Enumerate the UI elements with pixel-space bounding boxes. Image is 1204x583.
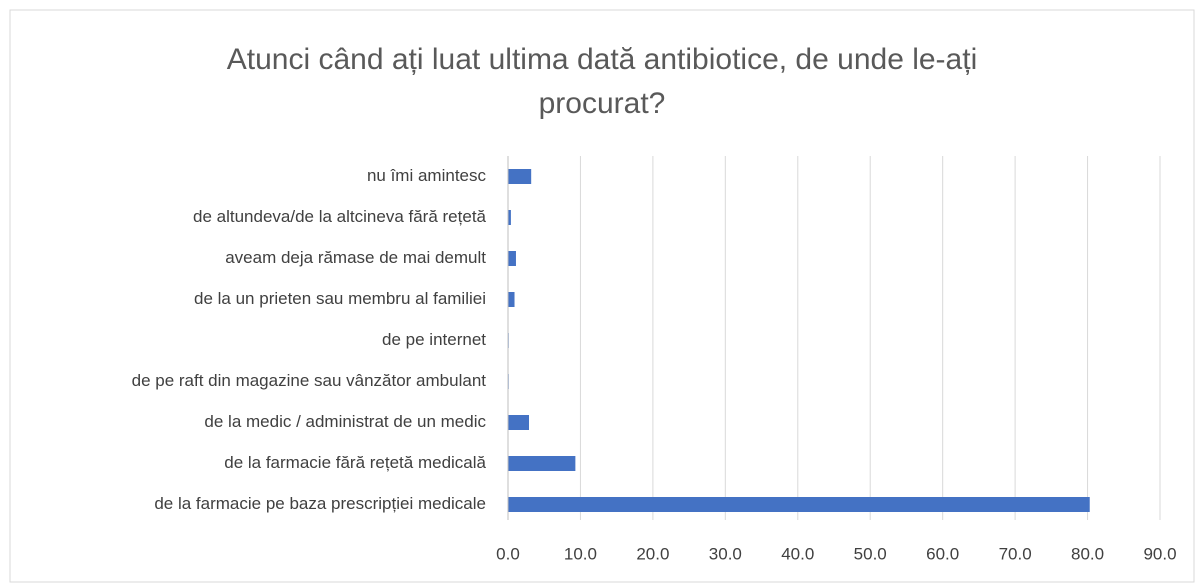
x-tick-label: 0.0 [496,544,520,563]
y-tick-label: de la farmacie fără rețetă medicală [224,453,486,472]
x-tick-label: 90.0 [1143,544,1176,563]
bar [508,415,530,430]
y-tick-label: de la farmacie pe baza prescripției medi… [154,494,486,513]
bar [508,169,532,184]
chart-frame [9,9,1195,583]
y-tick-label: de altundeva/de la altcineva fără rețetă [193,207,487,226]
x-tick-label: 70.0 [999,544,1032,563]
x-tick-label: 80.0 [1071,544,1104,563]
chart-title: Atunci când ați luat ultima dată antibio… [226,43,978,120]
y-tick-label: de pe raft din magazine sau vânzător amb… [132,371,487,390]
x-tick-label: 30.0 [709,544,742,563]
bar [508,497,1090,512]
x-tick-label: 60.0 [926,544,959,563]
y-tick-label: de la un prieten sau membru al familiei [194,289,486,308]
x-tick-label: 10.0 [564,544,597,563]
y-tick-label: de pe internet [382,330,486,349]
bar [508,251,516,266]
y-tick-label: de la medic / administrat de un medic [204,412,486,431]
x-tick-label: 40.0 [781,544,814,563]
x-tick-label: 20.0 [636,544,669,563]
bar [508,292,515,307]
y-tick-label: aveam deja rămase de mai demult [225,248,486,267]
y-tick-label: nu îmi amintesc [367,166,487,185]
bar [508,456,576,471]
bar [508,210,511,225]
x-tick-label: 50.0 [854,544,887,563]
